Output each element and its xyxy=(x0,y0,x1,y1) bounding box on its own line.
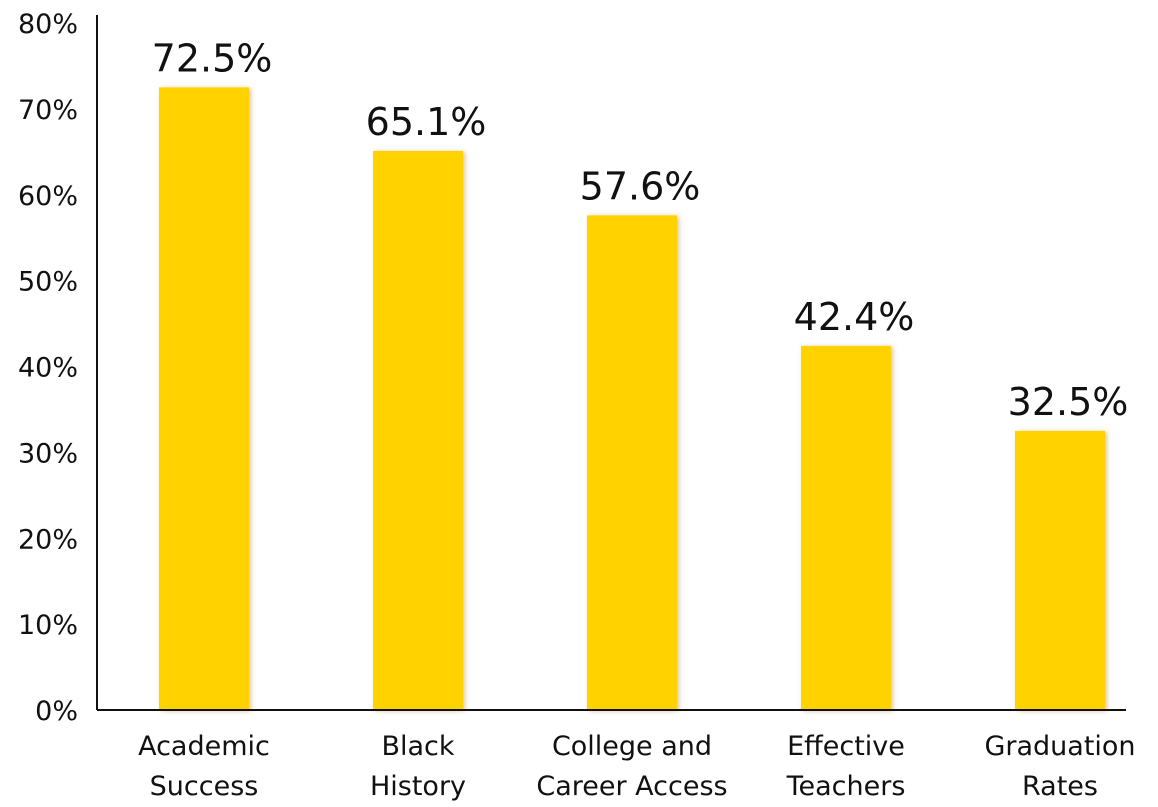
y-tick-label: 30% xyxy=(18,438,78,469)
bar xyxy=(1015,430,1105,710)
data-labels: 72.5% 65.1% 57.6% 42.4% 32.5% xyxy=(152,36,1129,424)
y-tick-label: 10% xyxy=(18,610,78,641)
y-tick-label: 60% xyxy=(18,181,78,212)
bar-value-label: 32.5% xyxy=(1008,380,1129,424)
y-tick-label: 80% xyxy=(18,9,78,40)
bar-value-label: 65.1% xyxy=(366,100,487,144)
bar-value-label: 72.5% xyxy=(152,36,273,80)
bar xyxy=(159,87,249,710)
x-category-label: Effective xyxy=(787,731,905,762)
y-tick-label: 40% xyxy=(18,353,78,384)
x-category-label: Rates xyxy=(1022,771,1098,802)
y-axis: 0% 10% 20% 30% 40% 50% 60% 70% 80% xyxy=(18,9,98,727)
x-category-label: Academic xyxy=(138,731,270,762)
y-tick-label: 70% xyxy=(18,95,78,126)
x-category-label: Success xyxy=(150,771,259,802)
bar xyxy=(587,215,677,711)
y-tick-label: 20% xyxy=(18,524,78,555)
y-tick-label: 0% xyxy=(35,696,78,727)
x-category-label: Black xyxy=(381,731,454,762)
bar-value-label: 42.4% xyxy=(794,295,915,339)
bar-value-label: 57.6% xyxy=(580,164,701,208)
x-category-label: College and xyxy=(552,731,712,762)
x-category-label: History xyxy=(370,771,466,802)
x-category-label: Graduation xyxy=(984,731,1135,762)
x-category-label: Teachers xyxy=(786,771,906,802)
bar xyxy=(373,150,463,711)
x-category-label: Career Access xyxy=(536,771,727,802)
bar xyxy=(801,345,891,710)
x-axis: Academic Success Black History College and Ca… xyxy=(97,709,1136,802)
bars xyxy=(159,87,1105,711)
y-tick-label: 50% xyxy=(18,267,78,298)
